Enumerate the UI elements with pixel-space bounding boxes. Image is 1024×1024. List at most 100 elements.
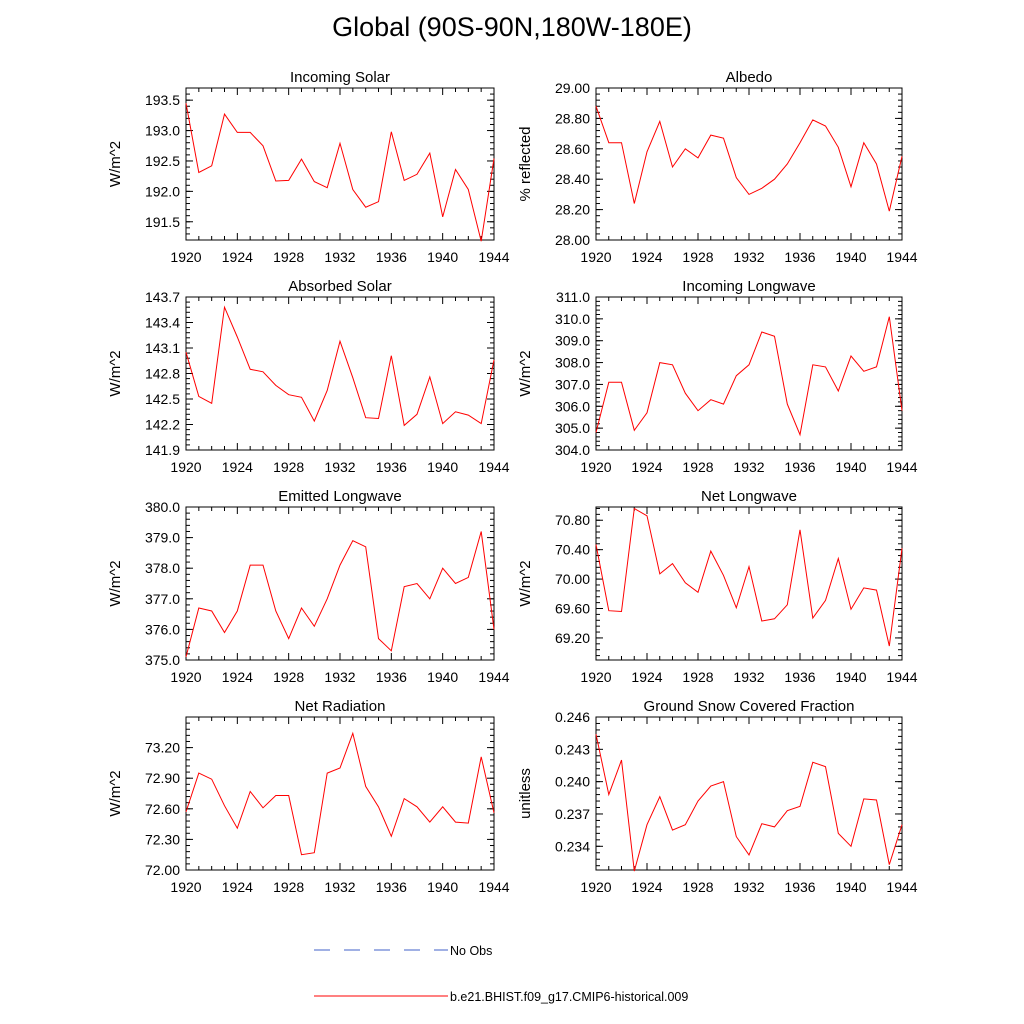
panel-1-xtick-label: 1920 [170, 249, 201, 265]
panel-4-ytick-label: 305.0 [555, 420, 590, 436]
panel-8-ylabel: unitless [517, 768, 534, 819]
panel-5-ytick-label: 377.0 [145, 591, 180, 607]
panel-3-ytick-label: 142.2 [145, 417, 180, 433]
panel-8-ytick-label: 0.234 [555, 838, 590, 854]
panel-7-xtick-label: 1940 [427, 879, 458, 895]
panel-2-xtick-label: 1940 [835, 249, 866, 265]
panel-6-ytick-label: 70.80 [555, 512, 590, 528]
panel-8-title: Ground Snow Covered Fraction [644, 698, 855, 715]
panel-6-xtick-label: 1928 [682, 669, 713, 685]
panel-3-xtick-label: 1928 [273, 459, 304, 475]
panel-6-xtick-label: 1944 [886, 669, 917, 685]
panel-1-ytick-label: 193.0 [145, 123, 180, 139]
panel-3-ytick-label: 143.1 [145, 340, 180, 356]
panel-3-ylabel: W/m^2 [107, 350, 124, 396]
panel-3-title: Absorbed Solar [288, 278, 391, 295]
panel-1-xtick-label: 1940 [427, 249, 458, 265]
panel-3-frame [185, 296, 495, 451]
panel-6-xtick-label: 1920 [580, 669, 611, 685]
panel-7-frame [185, 716, 495, 871]
panel-1-xtick-label: 1924 [222, 249, 253, 265]
panel-4-xtick-label: 1936 [784, 459, 815, 475]
panel-5-xtick-label: 1920 [170, 669, 201, 685]
panel-8-ytick-label: 0.243 [555, 741, 590, 757]
panel-5-xtick-label: 1932 [324, 669, 355, 685]
panel-3-xtick-label: 1932 [324, 459, 355, 475]
panel-3-ytick-label: 143.7 [145, 289, 180, 305]
panel-2-frame [595, 87, 903, 241]
panel-4-ytick-label: 306.0 [555, 398, 590, 414]
panel-5-ylabel: W/m^2 [107, 560, 124, 606]
panel-4-title: Incoming Longwave [682, 278, 815, 295]
panel-4-ytick-label: 307.0 [555, 376, 590, 392]
panel-6-frame [595, 506, 903, 661]
panel-2-xtick-label: 1920 [580, 249, 611, 265]
panel-5-xtick-label: 1944 [478, 669, 509, 685]
panel-5-ytick-label: 378.0 [145, 560, 180, 576]
panel-5-xtick-label: 1936 [376, 669, 407, 685]
panel-7-title: Net Radiation [295, 698, 386, 715]
panel-4-ylabel: W/m^2 [517, 350, 534, 396]
panel-3-xtick-label: 1924 [222, 459, 253, 475]
panel-7-ytick-label: 72.90 [145, 770, 180, 786]
panel-5-xtick-label: 1928 [273, 669, 304, 685]
panel-3-ytick-label: 142.8 [145, 366, 180, 382]
panel-3-series-line-1 [185, 305, 495, 427]
panel-1-xtick-label: 1932 [324, 249, 355, 265]
panel-4-ytick-label: 311.0 [556, 289, 590, 305]
panel-2-ytick-label: 28.00 [555, 232, 590, 248]
panel-7-xtick-label: 1924 [222, 879, 253, 895]
panel-2-ytick-label: 29.00 [555, 80, 590, 96]
panel-7-xtick-label: 1936 [376, 879, 407, 895]
panel-4-frame [595, 296, 903, 451]
panel-2-xtick-label: 1936 [784, 249, 815, 265]
panel-6-title: Net Longwave [701, 488, 797, 505]
panel-2-ytick-label: 28.80 [555, 110, 590, 126]
panel-8-xtick-label: 1944 [886, 879, 917, 895]
figure-title: Global (90S-90N,180W-180E) [332, 12, 692, 42]
panel-1-frame [185, 87, 495, 241]
panel-4-ytick-label: 309.0 [555, 333, 590, 349]
panel-4-xtick-label: 1928 [682, 459, 713, 475]
panel-1-xtick-label: 1928 [273, 249, 304, 265]
panel-1-xtick-label: 1944 [478, 249, 509, 265]
panel-2-ytick-label: 28.20 [555, 202, 590, 218]
panel-6-ytick-label: 69.60 [555, 601, 590, 617]
panel-3-ytick-label: 142.5 [145, 391, 180, 407]
panel-7-ylabel: W/m^2 [107, 770, 124, 816]
panel-5-ytick-label: 375.0 [145, 652, 180, 668]
panel-6-xtick-label: 1924 [631, 669, 662, 685]
panel-5-xtick-label: 1940 [427, 669, 458, 685]
panel-3-xtick-label: 1944 [478, 459, 509, 475]
panel-2-ytick-label: 28.60 [555, 141, 590, 157]
panel-1-ytick-label: 192.5 [145, 153, 180, 169]
panel-6-xtick-label: 1936 [784, 669, 815, 685]
panel-8-series-line-1 [595, 734, 903, 872]
panel-2-ylabel: % reflected [517, 126, 534, 201]
panel-1-ytick-label: 192.0 [145, 183, 180, 199]
panel-1-ytick-label: 191.5 [145, 214, 180, 230]
panel-1-series-line-1 [185, 103, 495, 242]
panel-8-xtick-label: 1932 [733, 879, 764, 895]
panel-5-title: Emitted Longwave [278, 488, 401, 505]
panel-4-xtick-label: 1924 [631, 459, 662, 475]
panel-8-xtick-label: 1924 [631, 879, 662, 895]
panel-1-ylabel: W/m^2 [107, 141, 124, 187]
panel-8-ytick-label: 0.246 [555, 709, 590, 725]
panel-7-ytick-label: 72.00 [145, 862, 180, 878]
panel-2-xtick-label: 1928 [682, 249, 713, 265]
panel-2-ytick-label: 28.40 [555, 171, 590, 187]
panel-5-ytick-label: 380.0 [145, 499, 180, 515]
panel-7-xtick-label: 1944 [478, 879, 509, 895]
panel-6-ytick-label: 69.20 [555, 630, 590, 646]
panel-4-xtick-label: 1944 [886, 459, 917, 475]
panel-6-series-line-1 [595, 507, 903, 647]
panel-5-ytick-label: 376.0 [145, 621, 180, 637]
panel-4-ytick-label: 308.0 [555, 355, 590, 371]
panel-1-xtick-label: 1936 [376, 249, 407, 265]
panel-8-frame [595, 716, 903, 871]
panel-1-title: Incoming Solar [290, 69, 390, 86]
panel-7-series-line-1 [185, 731, 495, 856]
panel-7-xtick-label: 1920 [170, 879, 201, 895]
